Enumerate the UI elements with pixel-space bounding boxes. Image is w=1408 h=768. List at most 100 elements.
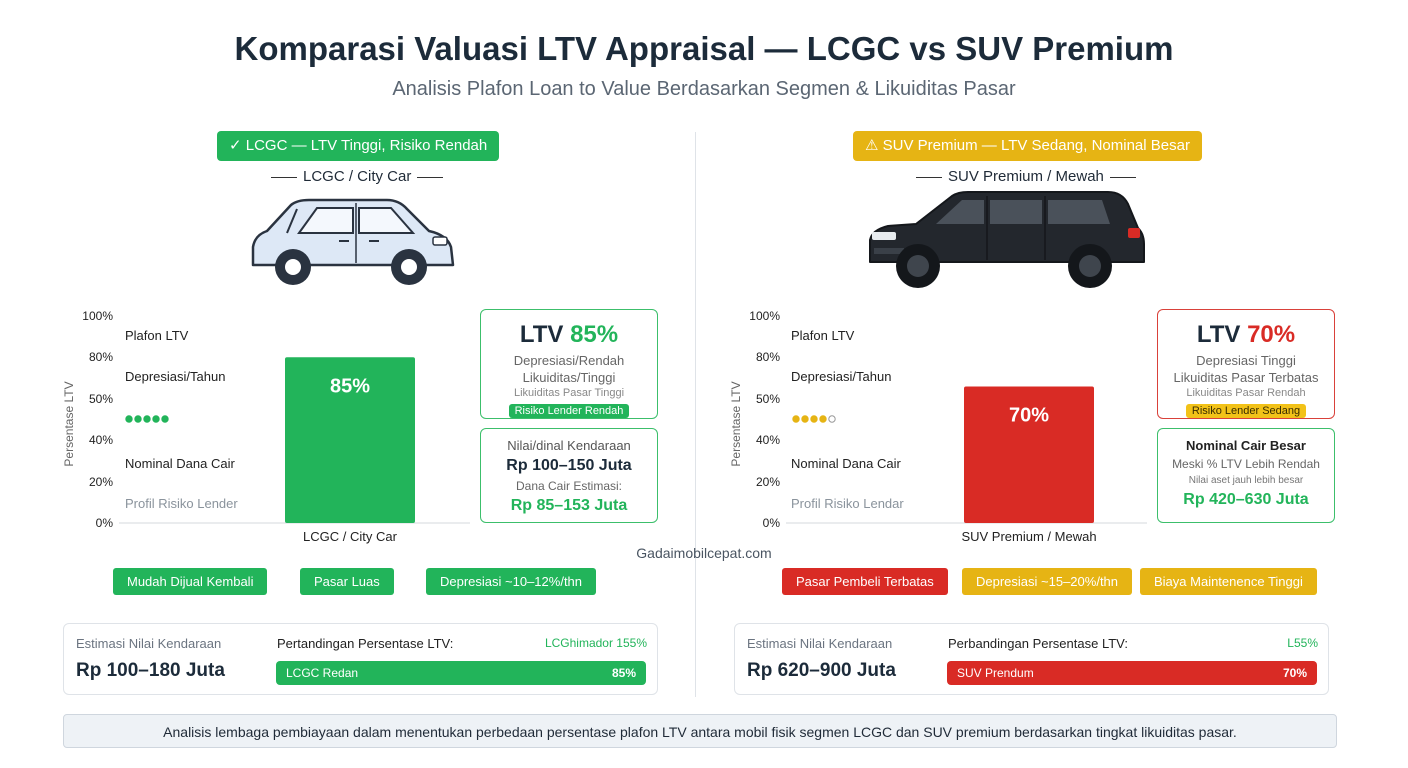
ltv-line-1: Depresiasi Tinggi bbox=[1196, 353, 1296, 368]
lcgc-ltv-chart: Persentase LTV 100% 80% 50% 40% 20% 0% P… bbox=[62, 309, 470, 544]
estimate-value: Rp 620–900 Juta bbox=[747, 660, 896, 681]
ltv-line-1: Depresiasi/Rendah bbox=[513, 353, 625, 368]
bar-name: LCGC Redan bbox=[286, 666, 359, 680]
row-label-risiko: Profil Risiko Lender bbox=[125, 496, 238, 511]
x-category-label: SUV Premium / Mewah bbox=[961, 529, 1096, 544]
y-tick-40: 40% bbox=[89, 433, 113, 447]
y-tick-20: 20% bbox=[89, 475, 113, 489]
estimate-label: Estimasi Nilai Kendaraan bbox=[76, 636, 222, 651]
chip-depreciation: Depresiasi ~15–20%/thn bbox=[962, 568, 1133, 595]
compare-value: LCGhimador 155% bbox=[544, 636, 647, 650]
y-axis-label: Persentase LTV bbox=[62, 381, 76, 466]
compare-value: L55% bbox=[1287, 636, 1318, 650]
suv-badge: ⚠ SUV Premium — LTV Sedang, Nominal Besa… bbox=[853, 131, 1202, 161]
chip-maintenance: Biaya Maintenence Tinggi bbox=[1140, 568, 1317, 595]
suv-car-type: SUV Premium / Mewah bbox=[910, 168, 1142, 185]
rating-dot bbox=[143, 415, 151, 423]
rating-dot bbox=[792, 415, 800, 423]
y-tick-80: 80% bbox=[756, 350, 780, 364]
ltv-value: 85% bbox=[570, 321, 619, 348]
lcgc-car-type: LCGC / City Car bbox=[265, 168, 449, 185]
suv-estimate-box: Estimasi Nilai Kendaraan Rp 620–900 Juta… bbox=[734, 623, 1329, 695]
rating-dot bbox=[819, 415, 827, 423]
bar-pct: 85% bbox=[611, 666, 636, 680]
ltv-line-3: Likuiditas Pasar Tinggi bbox=[513, 387, 625, 399]
ltv-value: 70% bbox=[1247, 321, 1296, 348]
bar-suv bbox=[964, 386, 1094, 523]
row-label-plafon: Plafon LTV bbox=[791, 328, 855, 343]
rating-dot bbox=[801, 415, 809, 423]
bar-value-label: 70% bbox=[1009, 405, 1049, 427]
y-tick-60: 50% bbox=[89, 392, 113, 406]
ltv-headline: LTV 70% bbox=[1158, 318, 1334, 352]
lcgc-value-box: Nilai/dinal Kendaraan Rp 100–150 Juta Da… bbox=[480, 428, 658, 523]
risk-tag: Risiko Lender Sedang bbox=[1185, 404, 1307, 418]
value-heading: Nominal Cair Besar bbox=[1186, 438, 1306, 453]
suv-car-type-label: SUV Premium / Mewah bbox=[948, 168, 1104, 185]
bar-value-label: 85% bbox=[330, 375, 370, 397]
y-tick-100: 100% bbox=[82, 309, 113, 323]
estimate-label: Estimasi Nilai Kendaraan bbox=[747, 636, 893, 651]
suv-car-icon bbox=[869, 191, 1145, 288]
bar-lcgc bbox=[285, 357, 415, 523]
x-category-label: LCGC / City Car bbox=[303, 529, 398, 544]
rating-dot bbox=[152, 415, 160, 423]
page-subtitle: Analisis Plafon Loan to Value Berdasarka… bbox=[392, 78, 1016, 100]
row-label-depresiasi: Depresiasi/Tahun bbox=[125, 369, 225, 384]
watermark: Gadaimobilcepat.com bbox=[636, 545, 772, 561]
suv-panel: ⚠ SUV Premium — LTV Sedang, Nominal Besa… bbox=[702, 0, 1362, 768]
value-heading: Nilai/dinal Kendaraan bbox=[507, 438, 631, 453]
row-label-risiko: Profil Risiko Lendar bbox=[791, 496, 904, 511]
value-line: Meski % LTV Lebih Rendah bbox=[1172, 457, 1320, 471]
compare-label: Pertandingan Persentase LTV: bbox=[277, 636, 454, 651]
rating-dot bbox=[828, 415, 836, 423]
rating-dot bbox=[810, 415, 818, 423]
estimate-value: Rp 100–180 Juta bbox=[76, 660, 225, 681]
ltv-prefix: LTV bbox=[1196, 321, 1241, 348]
liquidity-rating bbox=[792, 415, 836, 423]
y-axis-label: Persentase LTV bbox=[729, 381, 743, 466]
value-note: Nilai aset jauh lebih besar bbox=[1188, 475, 1304, 486]
lcgc-ltv-box: LTV 85% Depresiasi/Rendah Likuiditas/Tin… bbox=[480, 309, 658, 419]
y-tick-20: 20% bbox=[756, 475, 780, 489]
ltv-line-3: Likuiditas Pasar Rendah bbox=[1186, 387, 1306, 399]
lcgc-badge: ✓ LCGC — LTV Tinggi, Risiko Rendah bbox=[217, 131, 500, 161]
suv-ltv-chart: Persentase LTV 100% 80% 50% 40% 20% 0% P… bbox=[729, 309, 1147, 544]
ltv-headline: LTV 85% bbox=[481, 318, 657, 352]
bar-pct: 70% bbox=[1282, 666, 1307, 680]
suv-ltv-box: LTV 70% Depresiasi Tinggi Likuiditas Pas… bbox=[1157, 309, 1335, 419]
ltv-compare-bar: SUV Prendum 70% bbox=[947, 661, 1317, 685]
bar-name: SUV Prendum bbox=[957, 666, 1034, 680]
ltv-line-2: Likuiditas/Tinggi bbox=[522, 370, 616, 385]
chip-depreciation: Depresiasi ~10–12%/thn bbox=[426, 568, 597, 595]
compare-label: Perbandingan Persentase LTV: bbox=[948, 636, 1128, 651]
liquidity-rating bbox=[125, 415, 169, 423]
y-tick-80: 80% bbox=[89, 350, 113, 364]
lcgc-estimate-box: Estimasi Nilai Kendaraan Rp 100–180 Juta… bbox=[63, 623, 658, 695]
city-car-icon bbox=[251, 198, 455, 285]
rating-dot bbox=[134, 415, 142, 423]
ltv-compare-bar: LCGC Redan 85% bbox=[276, 661, 646, 685]
row-label-depresiasi: Depresiasi/Tahun bbox=[791, 369, 891, 384]
y-tick-0: 0% bbox=[763, 516, 781, 530]
panel-divider bbox=[695, 132, 696, 697]
suv-value-box: Nominal Cair Besar Meski % LTV Lebih Ren… bbox=[1157, 428, 1335, 523]
payout-label: Dana Cair Estimasi: bbox=[515, 479, 623, 493]
rating-dot bbox=[125, 415, 133, 423]
ltv-prefix: LTV bbox=[519, 321, 564, 348]
chip-buyers: Pasar Pembeli Terbatas bbox=[782, 568, 948, 595]
footer-note: Analisis lembaga pembiayaan dalam menent… bbox=[63, 714, 1337, 748]
payout-range: Rp 420–630 Juta bbox=[1183, 491, 1309, 508]
payout-range: Rp 85–153 Juta bbox=[510, 497, 628, 514]
y-tick-100: 100% bbox=[749, 309, 780, 323]
y-tick-60: 50% bbox=[756, 392, 780, 406]
lcgc-panel: ✓ LCGC — LTV Tinggi, Risiko Rendah LCGC … bbox=[35, 0, 695, 768]
page-title: Komparasi Valuasi LTV Appraisal — LCGC v… bbox=[234, 30, 1174, 67]
chip-resale: Mudah Dijual Kembali bbox=[113, 568, 268, 595]
value-range: Rp 100–150 Juta bbox=[506, 457, 632, 474]
row-label-plafon: Plafon LTV bbox=[125, 328, 189, 343]
risk-tag: Risiko Lender Rendah bbox=[508, 404, 630, 418]
chip-market: Pasar Luas bbox=[300, 568, 394, 595]
row-label-nominal: Nominal Dana Cair bbox=[791, 456, 901, 471]
y-tick-40: 40% bbox=[756, 433, 780, 447]
